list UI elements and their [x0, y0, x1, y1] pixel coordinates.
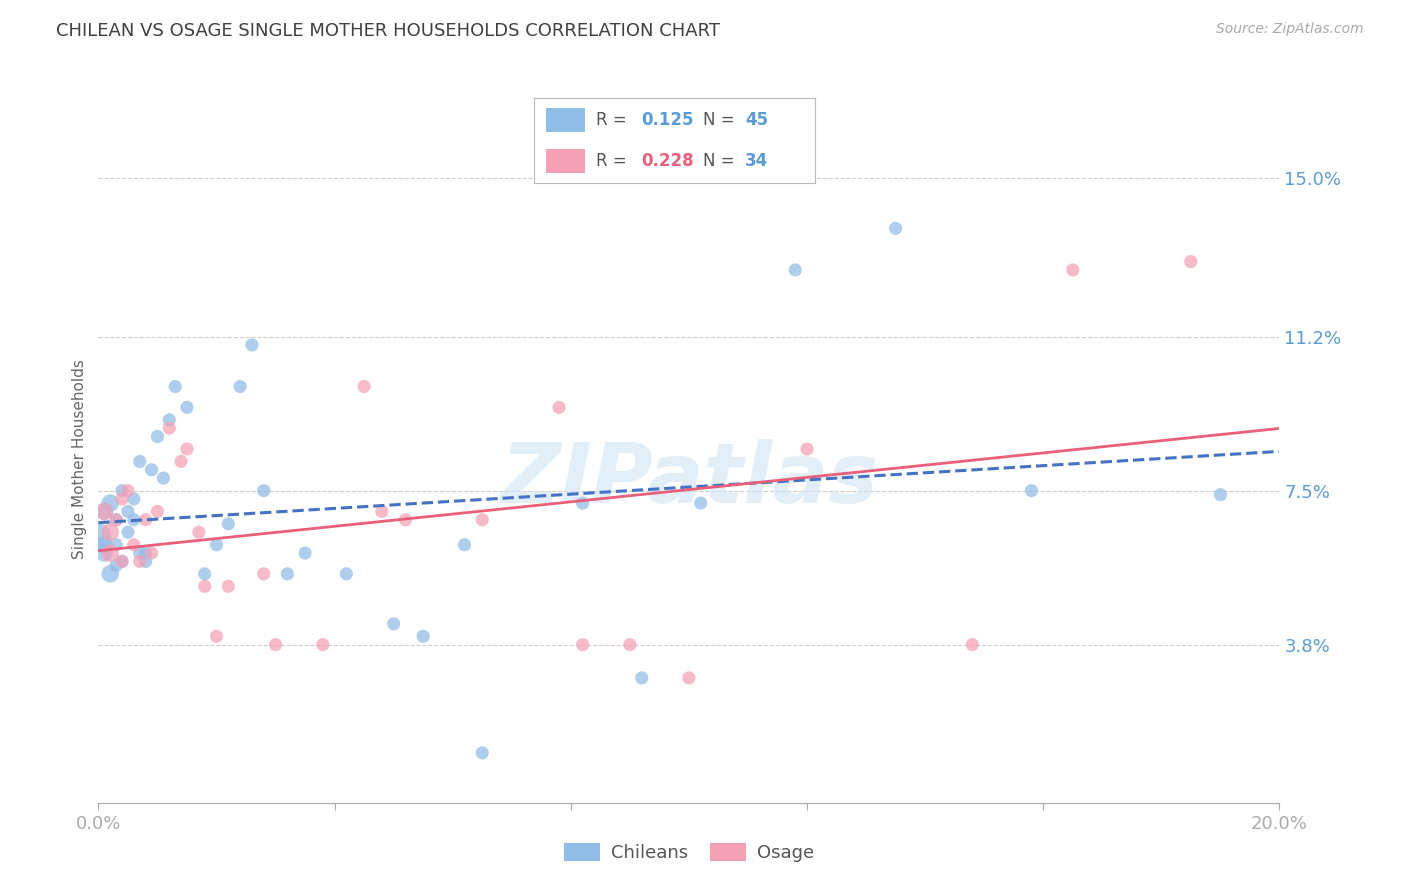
Point — [93, 546, 115, 560]
Point — [394, 513, 416, 527]
Point — [117, 525, 139, 540]
Point — [135, 513, 157, 527]
Point — [176, 401, 198, 415]
Point — [128, 546, 150, 560]
Point — [128, 454, 150, 468]
Point — [93, 504, 115, 518]
Point — [335, 566, 357, 581]
Point — [146, 429, 169, 443]
Text: Source: ZipAtlas.com: Source: ZipAtlas.com — [1216, 22, 1364, 37]
Point — [135, 546, 157, 560]
Point — [1209, 488, 1232, 502]
Point — [253, 483, 276, 498]
Point — [117, 504, 139, 518]
Point — [87, 529, 110, 543]
Point — [471, 746, 494, 760]
Point — [98, 525, 121, 540]
Point — [217, 516, 239, 531]
Point — [276, 566, 298, 581]
Point — [371, 504, 394, 518]
Text: R =: R = — [596, 112, 633, 129]
Point — [312, 638, 335, 652]
Point — [194, 566, 217, 581]
Point — [205, 629, 228, 643]
Point — [1062, 263, 1084, 277]
Point — [165, 379, 187, 393]
Point — [111, 491, 134, 506]
Point — [884, 221, 907, 235]
Point — [187, 525, 209, 540]
Point — [141, 463, 163, 477]
Point — [146, 504, 169, 518]
Point — [471, 513, 494, 527]
Point — [229, 379, 252, 393]
Point — [117, 483, 139, 498]
Point — [453, 538, 475, 552]
Point — [111, 483, 134, 498]
Point — [98, 496, 121, 510]
Point — [105, 538, 128, 552]
Point — [122, 513, 145, 527]
Point — [122, 538, 145, 552]
Text: 45: 45 — [745, 112, 768, 129]
Point — [98, 566, 121, 581]
Point — [152, 471, 174, 485]
Point — [785, 263, 807, 277]
Point — [141, 546, 163, 560]
Point — [105, 513, 128, 527]
Point — [122, 491, 145, 506]
Point — [548, 401, 571, 415]
Point — [1021, 483, 1043, 498]
Point — [619, 638, 641, 652]
Point — [264, 638, 287, 652]
Point — [240, 338, 263, 352]
Point — [630, 671, 652, 685]
Point — [176, 442, 198, 456]
Text: 0.228: 0.228 — [641, 152, 693, 169]
Point — [105, 558, 128, 573]
Point — [194, 579, 217, 593]
Point — [382, 616, 405, 631]
Point — [217, 579, 239, 593]
Point — [205, 538, 228, 552]
Legend: Chileans, Osage: Chileans, Osage — [557, 836, 821, 870]
Text: 34: 34 — [745, 152, 769, 169]
Text: N =: N = — [703, 112, 740, 129]
Point — [1180, 254, 1202, 268]
Point — [93, 504, 115, 518]
Point — [571, 496, 593, 510]
Point — [157, 421, 180, 435]
Text: R =: R = — [596, 152, 633, 169]
Point — [412, 629, 434, 643]
Point — [796, 442, 818, 456]
Text: 0.125: 0.125 — [641, 112, 693, 129]
Point — [294, 546, 316, 560]
Point — [98, 546, 121, 560]
Point — [253, 566, 276, 581]
Point — [571, 638, 593, 652]
Point — [93, 538, 115, 552]
Text: ZIPatlas: ZIPatlas — [501, 440, 877, 521]
Bar — [546, 108, 585, 132]
Point — [105, 513, 128, 527]
Point — [962, 638, 984, 652]
Point — [128, 554, 150, 568]
Text: N =: N = — [703, 152, 740, 169]
Point — [678, 671, 700, 685]
Y-axis label: Single Mother Households: Single Mother Households — [72, 359, 87, 559]
Point — [111, 554, 134, 568]
Point — [689, 496, 711, 510]
Point — [157, 413, 180, 427]
Point — [111, 554, 134, 568]
Point — [135, 554, 157, 568]
Bar — [546, 149, 585, 173]
Point — [170, 454, 193, 468]
Point — [353, 379, 375, 393]
Text: CHILEAN VS OSAGE SINGLE MOTHER HOUSEHOLDS CORRELATION CHART: CHILEAN VS OSAGE SINGLE MOTHER HOUSEHOLD… — [56, 22, 720, 40]
